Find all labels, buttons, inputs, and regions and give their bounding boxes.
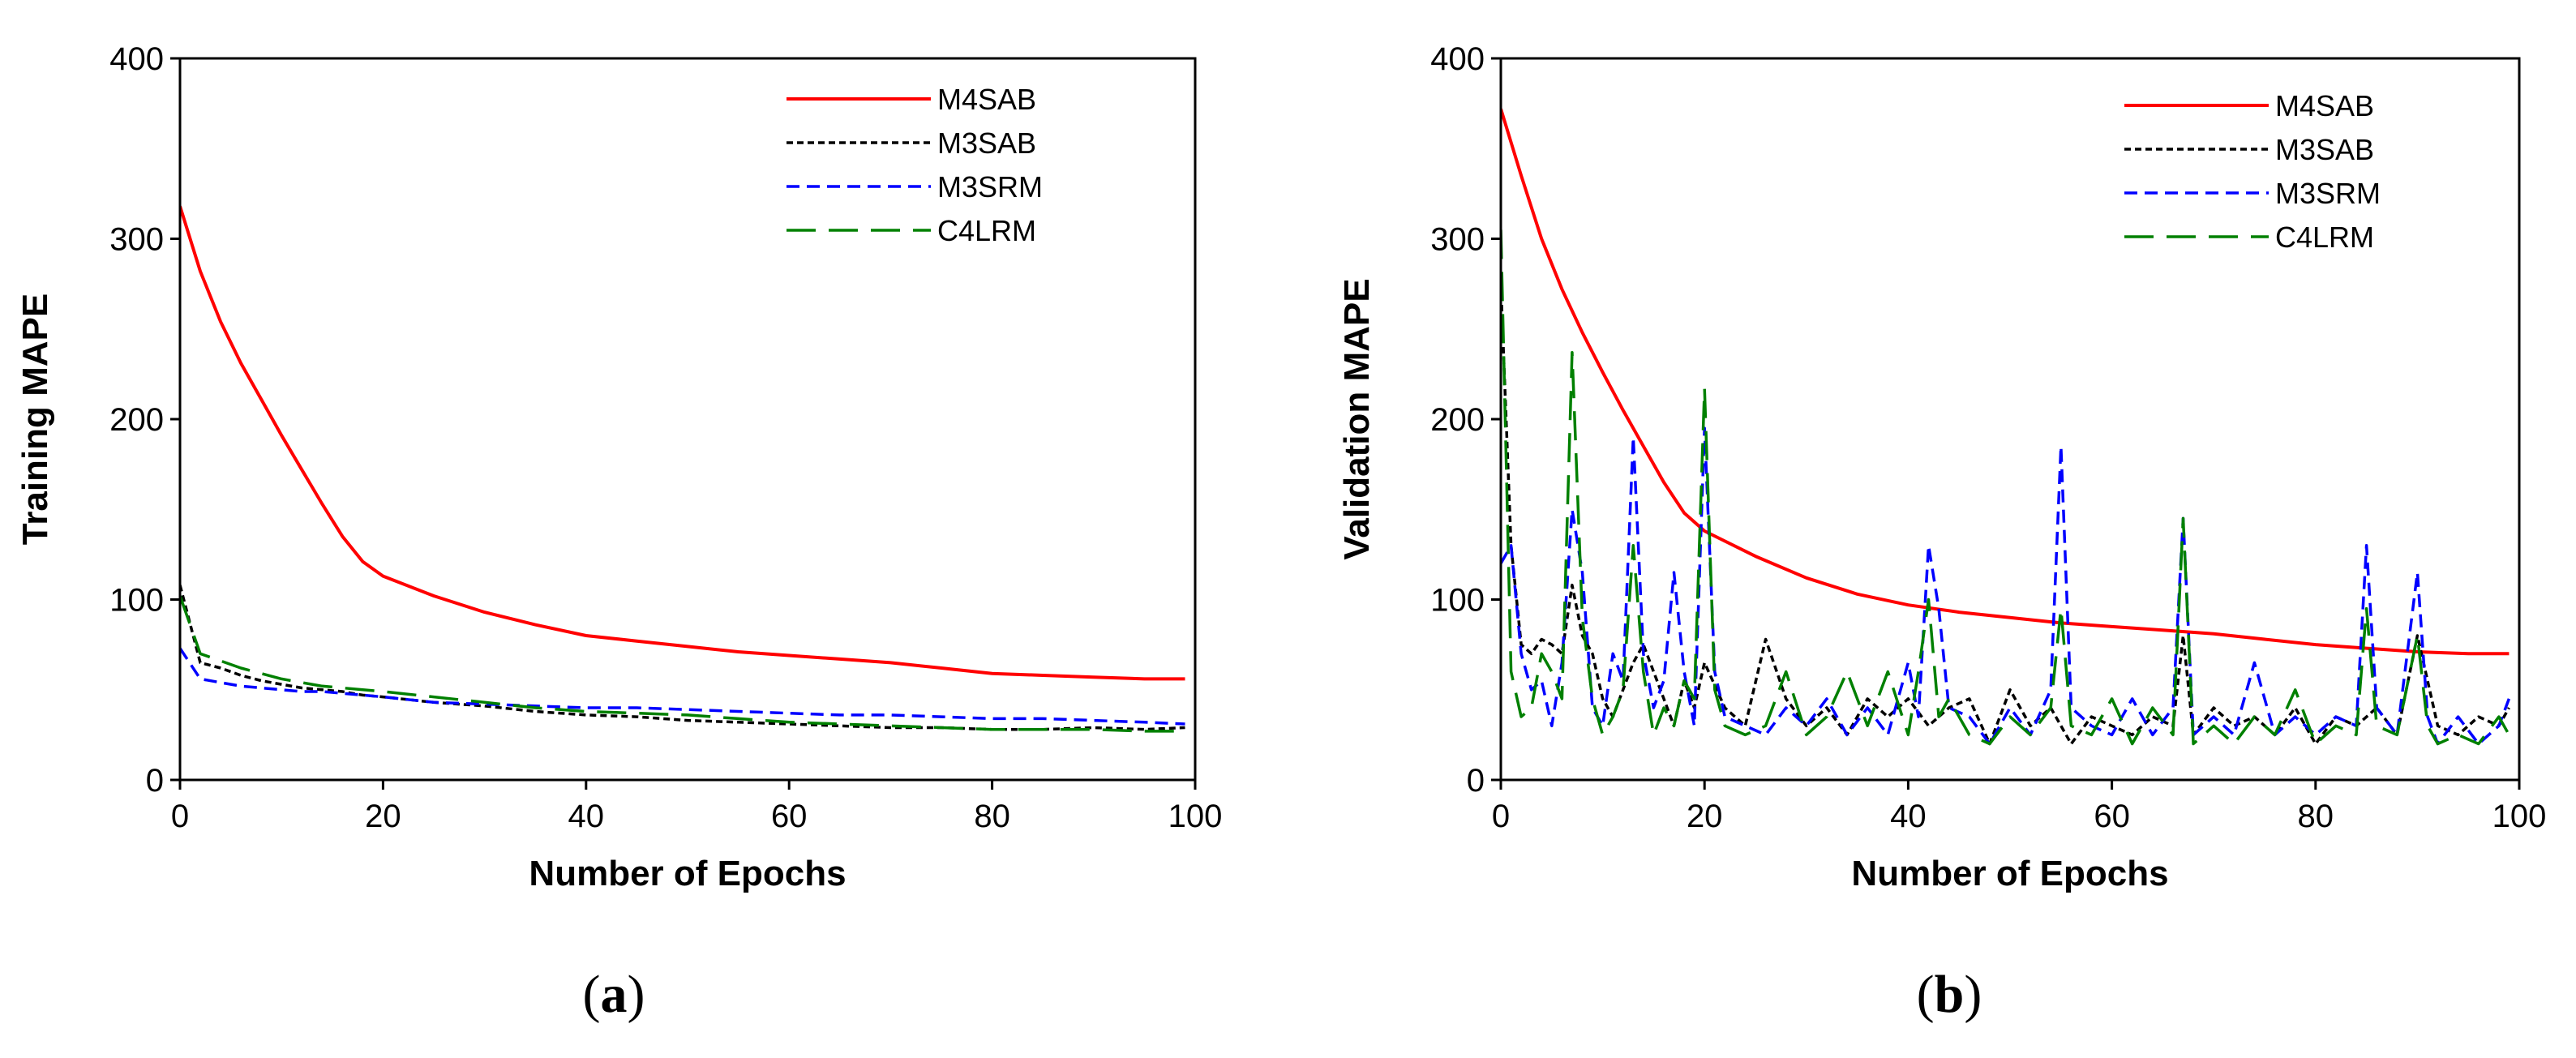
y-axis-label: Training MAPE	[15, 293, 55, 545]
series-line-m3sab	[1501, 284, 2510, 746]
plot-frame	[178, 57, 1197, 782]
y-tick-label: 400	[1430, 41, 1485, 77]
panel-label-open: (	[583, 965, 601, 1024]
y-tick-label: 200	[109, 402, 164, 438]
y-tick-label: 300	[109, 222, 164, 258]
panel-label: (b)	[1917, 965, 1982, 1024]
panel-label-open: (	[1917, 965, 1935, 1024]
series-line-m3srm	[180, 647, 1185, 726]
legend-label-m3srm: M3SRM	[2275, 177, 2381, 210]
x-tick-label: 0	[171, 799, 189, 834]
legend-label-m4sab: M4SAB	[2275, 89, 2374, 122]
x-axis-label: Number of Epochs	[529, 854, 846, 893]
y-tick-label: 100	[1430, 583, 1485, 619]
x-tick-label: 40	[568, 799, 605, 834]
x-tick-label: 80	[974, 799, 1010, 834]
legend-label-m3srm: M3SRM	[937, 170, 1043, 203]
legend: M4SAB M3SAB M3SRM C4LRM	[787, 83, 1043, 247]
legend-label-c4lrm: C4LRM	[2275, 221, 2374, 254]
legend: M4SAB M3SAB M3SRM C4LRM	[2124, 89, 2381, 254]
x-tick-label: 40	[1890, 799, 1927, 834]
x-tick-label: 100	[1168, 799, 1223, 834]
y-tick-label: 300	[1430, 222, 1485, 258]
panel-label: (a)	[583, 965, 645, 1024]
panel-label-letter: b	[1935, 965, 1965, 1024]
legend-label-m3sab: M3SAB	[937, 126, 1036, 160]
chart-panel-a: 0 100 200 300 400 0 20 40 60 80 100 Number of Epoch…	[15, 41, 1222, 1024]
y-tick-label: 400	[109, 41, 164, 77]
x-tick-label: 60	[2094, 799, 2130, 834]
chart-panel-b: 0 100 200 300 400 0 20 40 60 80 100 Number of Epoch…	[1337, 41, 2546, 1024]
plot-area	[180, 205, 1185, 733]
x-axis-label: Number of Epochs	[1851, 854, 2168, 893]
legend-label-m3sab: M3SAB	[2275, 133, 2374, 166]
legend-label-c4lrm: C4LRM	[937, 214, 1036, 247]
x-tick-label: 20	[1687, 799, 1723, 834]
plot-area	[1501, 108, 2511, 746]
panel-label-close: )	[628, 965, 645, 1024]
series-line-c4lrm	[1501, 229, 2510, 746]
legend-label-m4sab: M4SAB	[937, 83, 1036, 116]
series-line-m3srm	[1501, 426, 2511, 746]
y-tick-label: 0	[146, 763, 164, 799]
series-line-m4sab	[1501, 108, 2510, 656]
x-tick-label: 100	[2492, 799, 2547, 834]
x-tick-label: 0	[1492, 799, 1510, 834]
x-tick-label: 60	[771, 799, 808, 834]
y-tick-label: 200	[1430, 402, 1485, 438]
panel-label-close: )	[1964, 965, 1982, 1024]
y-tick-label: 100	[109, 583, 164, 619]
x-tick-label: 80	[2298, 799, 2334, 834]
series-line-c4lrm	[180, 595, 1185, 733]
y-tick-label: 0	[1467, 763, 1485, 799]
series-line-m4sab	[180, 205, 1185, 681]
panel-label-letter: a	[601, 965, 628, 1024]
y-axis-label: Validation MAPE	[1337, 278, 1377, 559]
x-tick-label: 20	[365, 799, 401, 834]
plot-frame	[1499, 57, 2521, 782]
series-line-m3sab	[180, 585, 1185, 731]
